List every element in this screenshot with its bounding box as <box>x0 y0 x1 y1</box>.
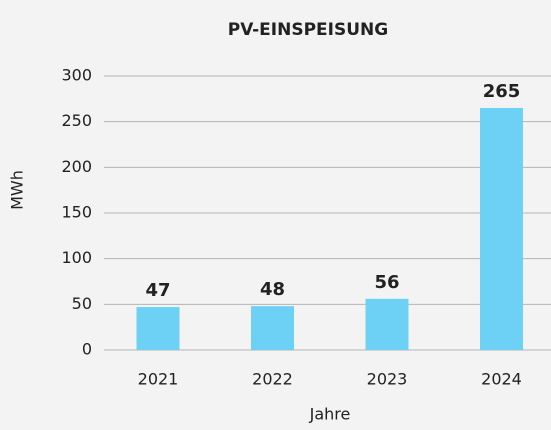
x-tick-label: 2021 <box>138 370 179 389</box>
x-tick-label: 2023 <box>367 370 408 389</box>
y-tick-label: 200 <box>61 157 92 176</box>
y-tick-label: 250 <box>61 111 92 130</box>
y-tick-label: 0 <box>82 340 92 359</box>
y-axis-label: MWh <box>8 170 27 210</box>
y-tick-label: 100 <box>61 248 92 267</box>
y-tick-label: 300 <box>61 66 92 85</box>
bar <box>480 107 523 350</box>
data-label: 56 <box>374 272 399 293</box>
bar <box>365 298 409 350</box>
x-tick-label: 2024 <box>481 370 522 389</box>
x-axis-label: Jahre <box>309 405 351 424</box>
bar <box>136 307 180 350</box>
data-label: 265 <box>483 81 521 102</box>
bar <box>251 306 294 350</box>
data-label: 47 <box>145 280 170 301</box>
x-tick-label: 2022 <box>252 370 293 389</box>
y-tick-label: 150 <box>61 203 92 222</box>
y-tick-label: 50 <box>72 294 92 313</box>
data-label: 48 <box>260 279 285 300</box>
chart-title: PV-EINSPEISUNG <box>228 20 388 40</box>
